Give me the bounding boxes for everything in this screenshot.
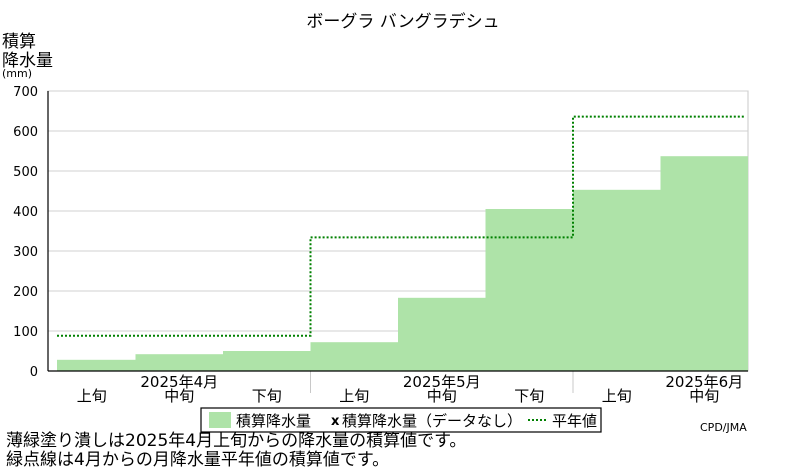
- y-tick-labels: 0 100 200 300 400 500 600 700: [13, 85, 38, 380]
- bar: [573, 189, 661, 371]
- y-axis-label-line-2: 降水量: [2, 51, 53, 71]
- y-tick-label: 700: [13, 85, 38, 100]
- gridlines: [48, 90, 748, 393]
- x-period-label: 上旬: [77, 387, 107, 405]
- legend: 積算降水量 x 積算降水量（データなし） 平年値: [200, 407, 602, 433]
- y-axis-label-line-1: 積算: [2, 32, 36, 52]
- bar: [398, 297, 486, 371]
- bar: [135, 354, 223, 371]
- y-tick-label: 0: [30, 365, 38, 380]
- y-tick-label: 600: [13, 125, 38, 140]
- x-month-label: 2025年5月: [403, 373, 481, 391]
- legend-bar-swatch: [209, 412, 231, 428]
- x-period-label: 上旬: [602, 387, 632, 405]
- y-tick-label: 200: [13, 285, 38, 300]
- bar: [660, 156, 748, 371]
- credit-label: CPD/JMA: [700, 421, 747, 434]
- legend-nodata-label: 積算降水量（データなし）: [342, 412, 522, 430]
- x-month-label: 2025年4月: [140, 373, 218, 391]
- legend-nodata-marker: x: [331, 414, 340, 429]
- x-period-label: 下旬: [252, 387, 282, 405]
- bar: [223, 351, 311, 371]
- y-axis-label: 積算 降水量 (mm): [2, 32, 53, 80]
- x-period-label: 中旬: [689, 387, 719, 405]
- bar: [57, 359, 136, 371]
- y-tick-label: 300: [13, 245, 38, 260]
- y-tick-label: 400: [13, 205, 38, 220]
- footnote-fill: 薄緑塗り潰しは2025年4月上旬からの降水量の積算値です。: [6, 431, 467, 451]
- footnote-dotted: 緑点線は4月からの月降水量平年値の積算値です。: [6, 450, 390, 470]
- chart-title: ボーグラ バングラデシュ: [306, 11, 499, 32]
- x-period-label: 中旬: [427, 387, 457, 405]
- y-axis-label-unit: (mm): [2, 67, 32, 80]
- bars: [57, 156, 748, 371]
- x-period-label: 下旬: [514, 387, 544, 405]
- x-period-label: 上旬: [339, 387, 369, 405]
- legend-box: [200, 407, 602, 433]
- legend-bar-label: 積算降水量: [236, 412, 311, 430]
- bar: [485, 209, 573, 371]
- x-period-label: 中旬: [164, 387, 194, 405]
- y-tick-label: 100: [13, 325, 38, 340]
- y-tick-label: 500: [13, 165, 38, 180]
- x-month-label: 2025年6月: [665, 373, 743, 391]
- legend-normal-label: 平年値: [552, 412, 597, 430]
- bar: [310, 342, 398, 371]
